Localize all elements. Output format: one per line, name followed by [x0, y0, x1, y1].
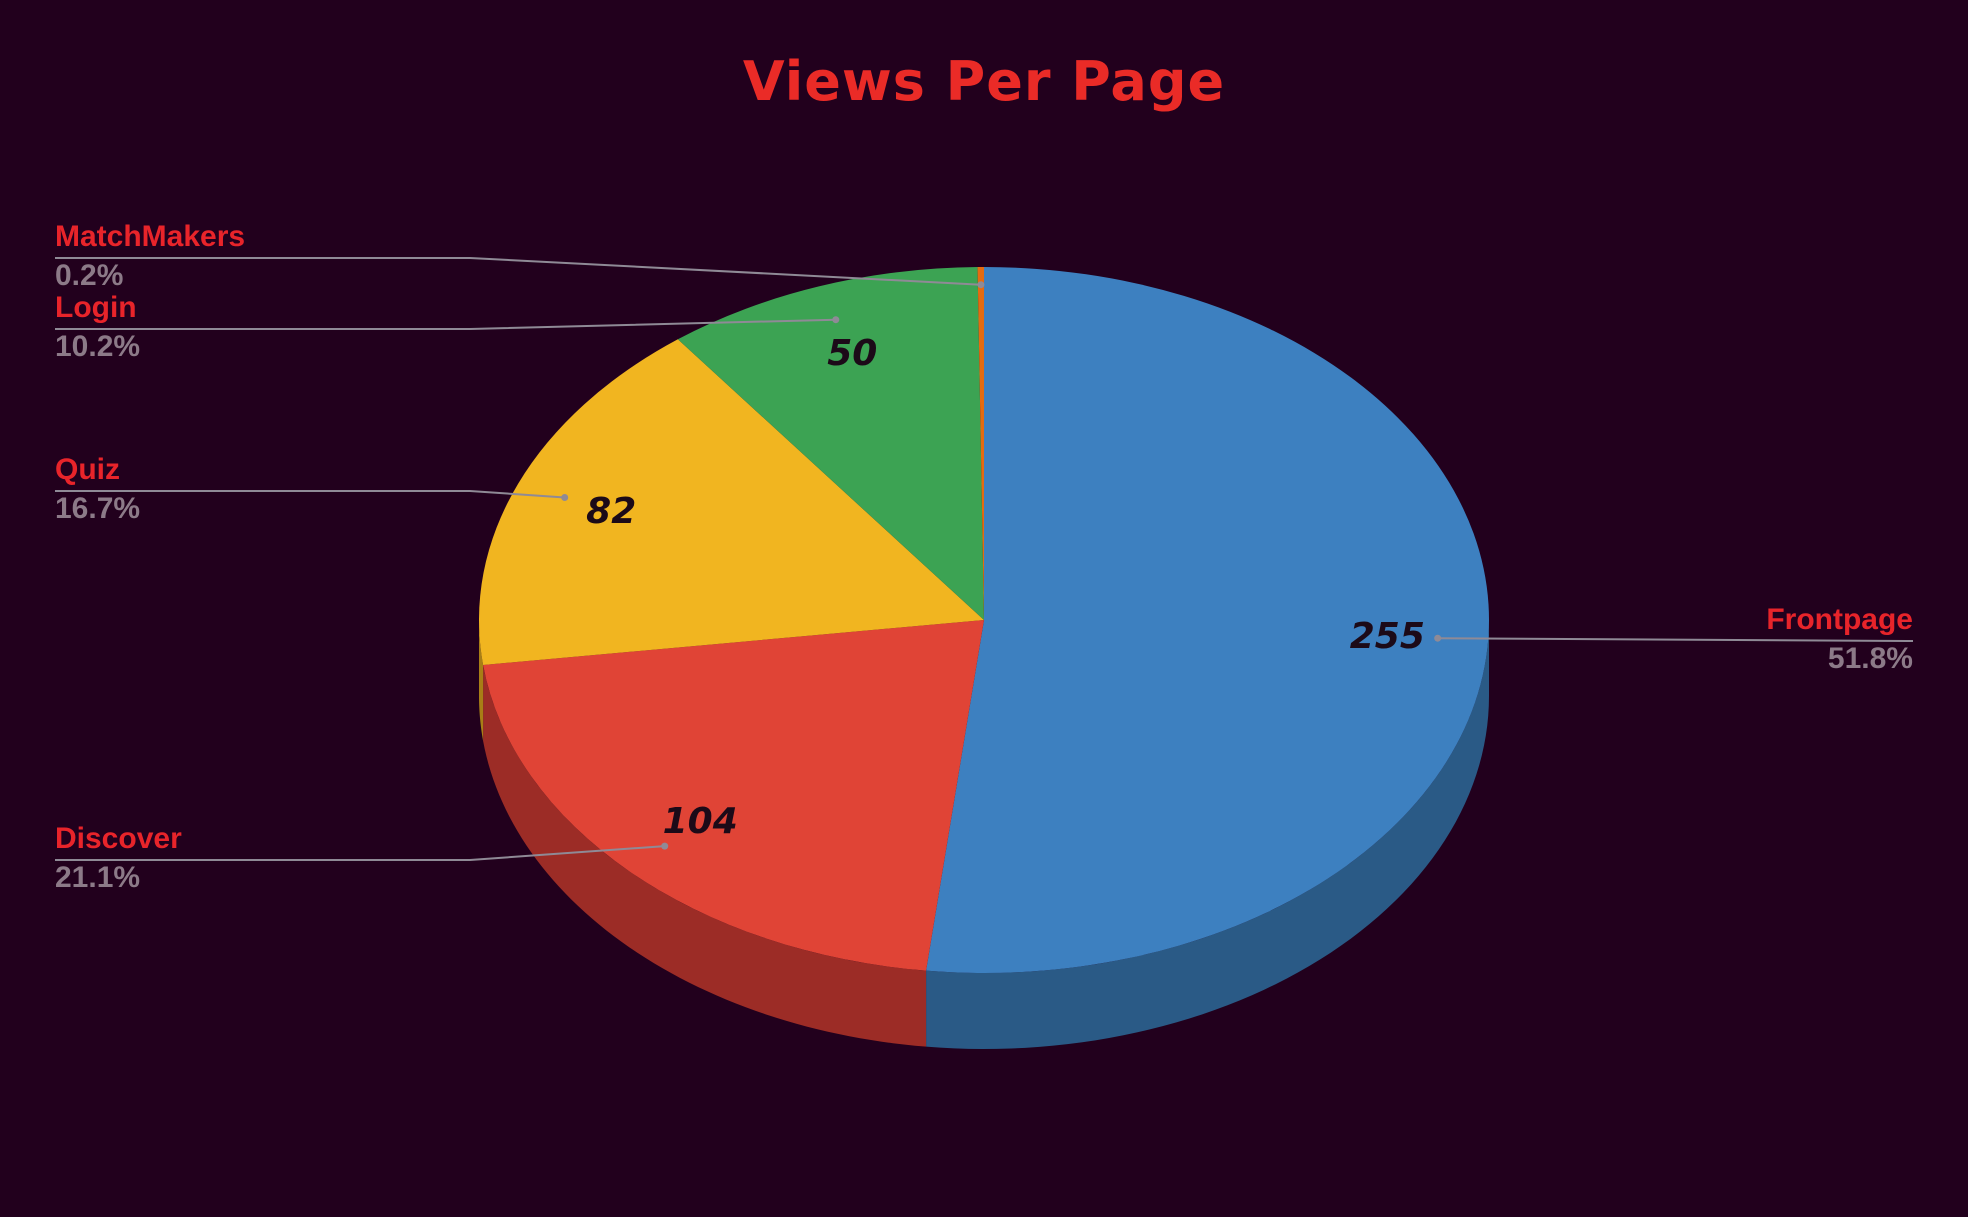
leader-lines: [55, 257, 1914, 861]
category-label-login: Login: [55, 291, 137, 324]
value-label-login: 50: [827, 333, 877, 374]
leader-dot-frontpage: [1434, 634, 1442, 642]
leader-dot-matchmakers: [977, 281, 985, 289]
value-label-frontpage: 255: [1350, 616, 1425, 657]
leader-line-quiz: [55, 490, 565, 499]
percent-label-quiz: 16.7%: [55, 492, 140, 525]
category-label-discover: Discover: [55, 822, 182, 855]
slice-side-quiz: [479, 620, 484, 741]
percent-label-frontpage: 51.8%: [1828, 642, 1913, 675]
slice-side-frontpage: [926, 620, 1489, 1049]
slice-quiz[interactable]: [478, 339, 984, 665]
leader-dot-discover: [661, 842, 669, 850]
slice-frontpage[interactable]: [926, 267, 1490, 974]
slice-login[interactable]: [677, 267, 984, 620]
category-label-matchmakers: MatchMakers: [55, 220, 245, 253]
slice-side-discover: [483, 664, 927, 1047]
pie-depth-sides: [479, 620, 1489, 1049]
percent-label-login: 10.2%: [55, 330, 140, 363]
value-label-discover: 104: [663, 801, 738, 842]
chart-title: Views Per Page: [743, 50, 1225, 113]
category-label-frontpage: Frontpage: [1766, 603, 1913, 636]
value-label-quiz: 82: [586, 491, 636, 532]
slice-matchmakers[interactable]: [977, 267, 984, 620]
leader-dot-quiz: [561, 494, 569, 501]
pie-slices: [478, 267, 1490, 974]
percent-label-discover: 21.1%: [55, 861, 140, 894]
slice-discover[interactable]: [483, 620, 984, 971]
percent-label-matchmakers: 0.2%: [55, 259, 123, 292]
leader-dot-login: [832, 316, 840, 324]
slice-value-labels: 255 104 82 50: [586, 333, 1425, 842]
leader-line-login: [55, 318, 836, 330]
slice-outside-labels: Frontpage 51.8% Discover 21.1% Quiz 16.7% Logi…: [55, 220, 1913, 894]
leader-line-discover: [55, 845, 665, 861]
leader-line-frontpage: [1437, 637, 1914, 642]
leader-line-matchmakers: [55, 257, 981, 286]
category-label-quiz: Quiz: [55, 453, 120, 486]
